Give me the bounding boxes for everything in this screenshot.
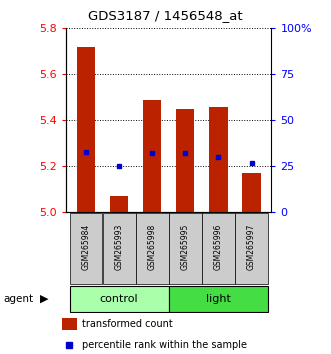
Text: light: light — [206, 294, 231, 304]
Bar — [77, 47, 95, 212]
Text: agent: agent — [3, 294, 33, 304]
Text: GSM265996: GSM265996 — [214, 224, 223, 270]
FancyBboxPatch shape — [235, 213, 268, 284]
Text: GDS3187 / 1456548_at: GDS3187 / 1456548_at — [88, 9, 243, 22]
FancyBboxPatch shape — [70, 213, 103, 284]
FancyBboxPatch shape — [103, 213, 136, 284]
Text: control: control — [100, 294, 138, 304]
Text: GSM265984: GSM265984 — [81, 224, 91, 270]
FancyBboxPatch shape — [136, 213, 168, 284]
Text: ▶: ▶ — [40, 294, 49, 304]
Text: GSM265993: GSM265993 — [115, 224, 124, 270]
FancyBboxPatch shape — [202, 213, 235, 284]
Text: percentile rank within the sample: percentile rank within the sample — [82, 340, 247, 350]
Bar — [242, 173, 261, 212]
Text: GSM265997: GSM265997 — [247, 224, 256, 270]
Bar — [176, 109, 194, 212]
FancyBboxPatch shape — [169, 213, 202, 284]
Bar — [110, 196, 128, 212]
Bar — [143, 99, 161, 212]
FancyBboxPatch shape — [169, 286, 268, 312]
Text: GSM265998: GSM265998 — [148, 224, 157, 270]
Text: GSM265995: GSM265995 — [181, 224, 190, 270]
Text: transformed count: transformed count — [82, 319, 173, 329]
Bar — [210, 107, 228, 212]
FancyBboxPatch shape — [70, 286, 168, 312]
Bar — [62, 318, 77, 330]
